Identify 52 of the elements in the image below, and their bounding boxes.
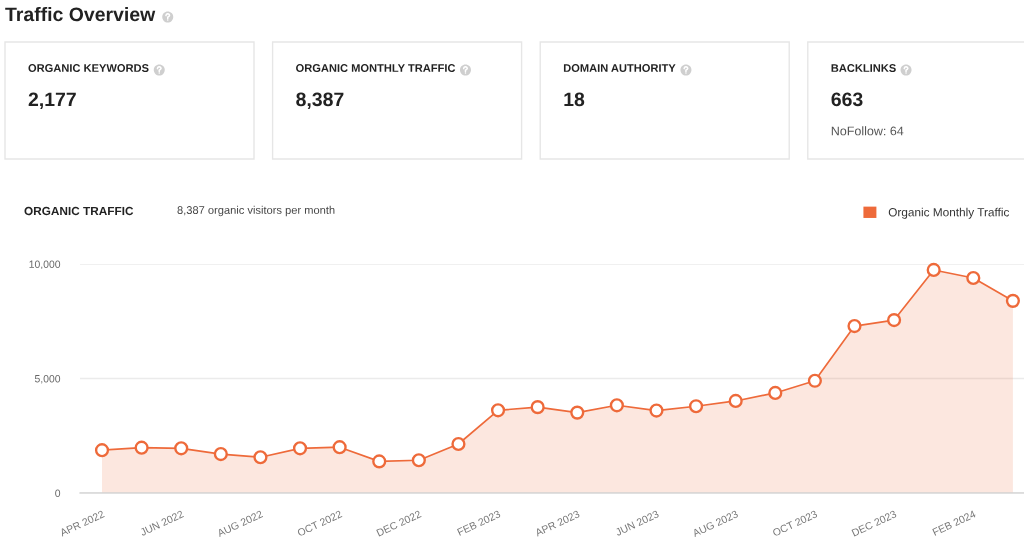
x-tick-label: FEB 2024 bbox=[932, 510, 977, 536]
point bbox=[847, 318, 862, 334]
x-tick-label: FEB 2023 bbox=[456, 510, 501, 536]
text: 8,387 bbox=[296, 92, 344, 110]
category-label: ORGANIC MONTHLY TRAFFIC bbox=[296, 64, 456, 72]
x-tick-label: APR 2022 bbox=[59, 510, 105, 537]
category-label: DOMAIN AUTHORITY bbox=[563, 64, 676, 72]
point bbox=[887, 313, 902, 328]
category-label: BACKLINKS bbox=[831, 64, 896, 72]
x-tick-label: JUN 2022 bbox=[139, 510, 184, 537]
point bbox=[1005, 293, 1020, 308]
legend-label: Organic Monthly Traffic bbox=[888, 207, 1010, 219]
point bbox=[966, 270, 981, 286]
point bbox=[530, 400, 545, 415]
point bbox=[490, 403, 506, 418]
point bbox=[411, 453, 426, 468]
point bbox=[728, 393, 743, 409]
text: 663 bbox=[831, 92, 863, 107]
y-tick-label: 10,000 bbox=[29, 260, 61, 270]
point bbox=[213, 446, 228, 462]
point bbox=[292, 441, 308, 456]
point bbox=[807, 373, 822, 388]
point bbox=[926, 262, 941, 278]
point bbox=[609, 398, 624, 413]
text: Traffic Overview bbox=[5, 6, 156, 22]
point bbox=[253, 450, 268, 465]
chart-subtitle: 8,387 organic visitors per month bbox=[177, 205, 335, 217]
point bbox=[451, 436, 466, 452]
x-tick-label: APR 2023 bbox=[534, 510, 581, 537]
point bbox=[94, 443, 110, 458]
point bbox=[768, 385, 783, 401]
text: NoFollow: 64 bbox=[831, 126, 904, 136]
x-tick-label: DEC 2022 bbox=[376, 510, 422, 537]
x-tick-label: AUG 2022 bbox=[216, 510, 264, 538]
chart-title: ORGANIC TRAFFIC bbox=[24, 206, 134, 216]
category-label: ORGANIC KEYWORDS bbox=[28, 64, 149, 72]
point bbox=[134, 440, 149, 455]
x-tick-label: JUN 2023 bbox=[614, 510, 660, 537]
text: 2,177 bbox=[28, 92, 76, 110]
point bbox=[649, 403, 664, 418]
x-tick-label: OCT 2023 bbox=[772, 510, 818, 537]
point bbox=[174, 441, 189, 456]
point bbox=[570, 405, 585, 420]
text: 18 bbox=[564, 92, 585, 107]
point bbox=[332, 440, 347, 455]
y-tick-label: 0 bbox=[55, 489, 61, 497]
y-tick-label: 5,000 bbox=[34, 375, 61, 384]
x-tick-label: AUG 2023 bbox=[691, 510, 739, 538]
x-tick-label: DEC 2023 bbox=[851, 510, 897, 537]
x-tick-label: OCT 2022 bbox=[296, 510, 343, 537]
point bbox=[689, 399, 704, 414]
point bbox=[372, 454, 387, 469]
